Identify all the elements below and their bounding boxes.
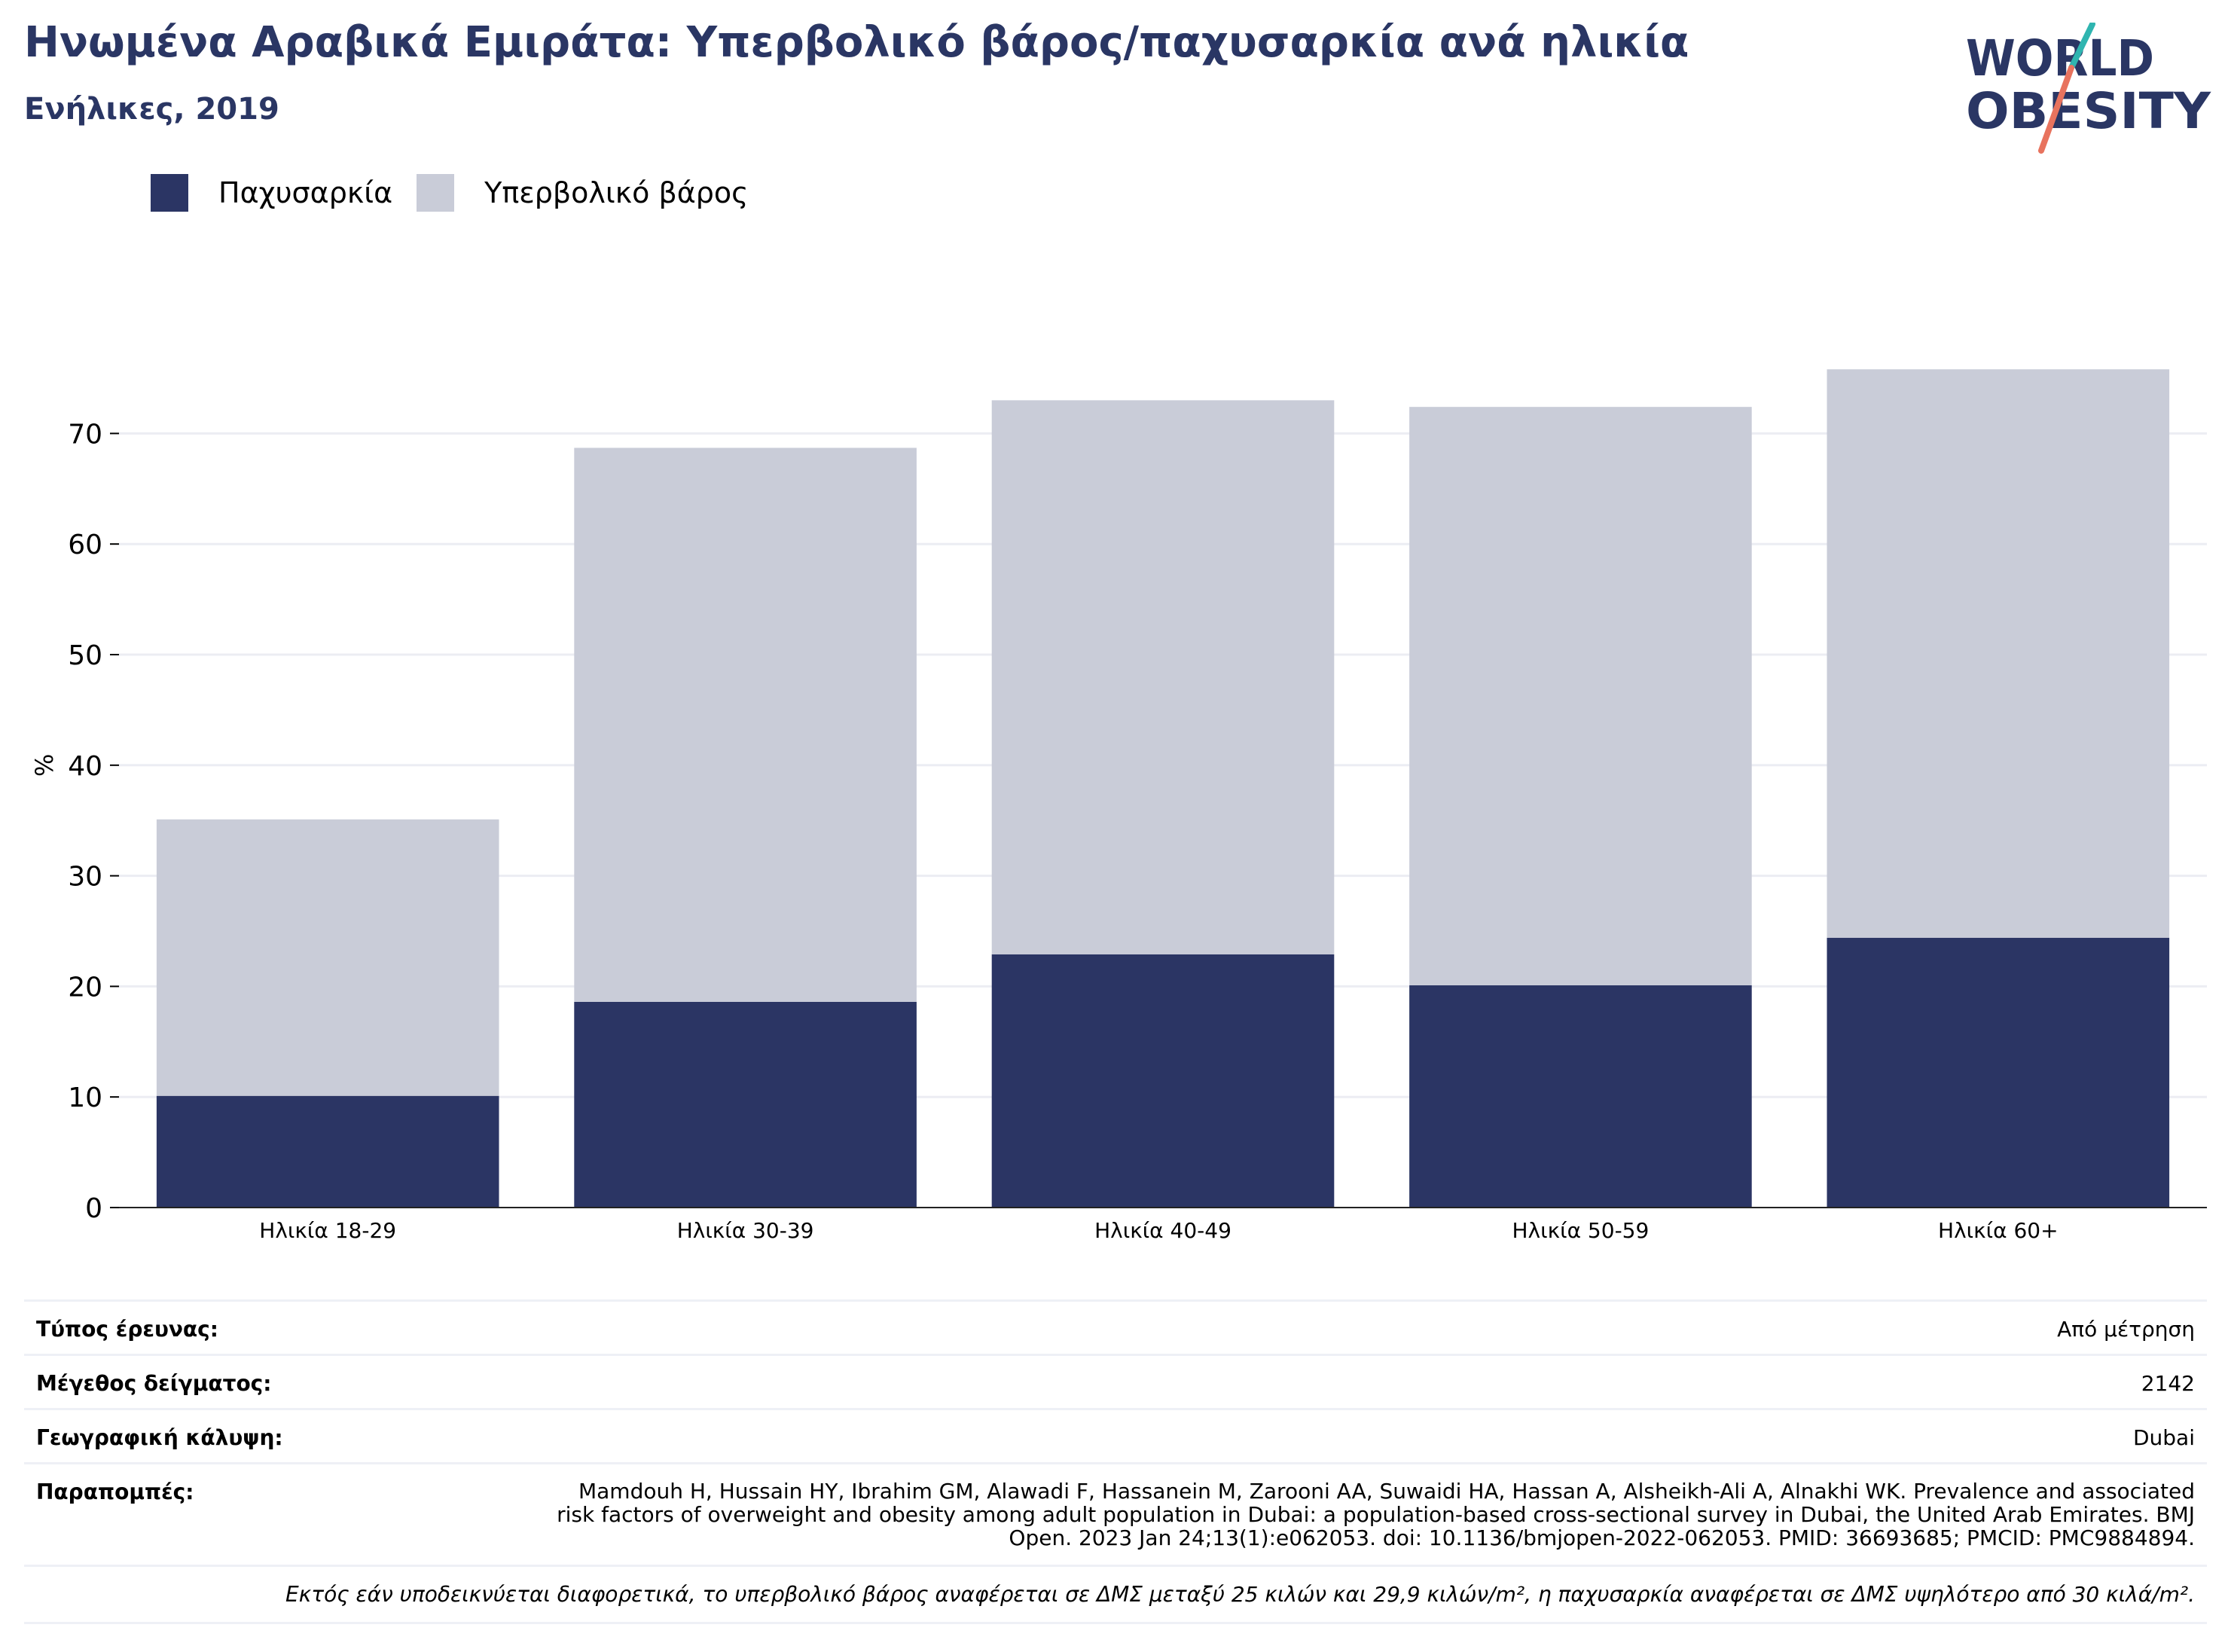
bar-segment-overweight — [574, 447, 917, 1002]
x-tick-label: Ηλικία 50-59 — [1512, 1218, 1650, 1243]
legend-label-overweight: Υπερβολικό βάρος — [484, 176, 749, 209]
chart-legend: Παχυσαρκία Υπερβολικό βάρος — [151, 172, 772, 214]
meta-row-sample-size: Μέγεθος δείγματος: 2142 — [24, 1354, 2207, 1408]
meta-label-references: Παραπομπές: — [36, 1479, 194, 1504]
x-tick-label: Ηλικία 18-29 — [259, 1218, 396, 1243]
meta-label-geo-coverage: Γεωγραφική κάλυψη: — [36, 1425, 283, 1450]
legend-swatch-overweight — [417, 174, 455, 212]
stacked-bar-chart: 0 10 20 30 40 50 60 70% Ηλικία 18-29 Ηλικία 30-39… — [30, 369, 2207, 1243]
y-tick-label: 10 — [68, 1083, 102, 1113]
bar-segment-obesity — [1827, 937, 2170, 1208]
logo-slash-coral — [2038, 65, 2074, 154]
x-tick-label: Ηλικία 30-39 — [677, 1218, 814, 1243]
bar-segment-overweight — [156, 819, 499, 1096]
meta-value-survey-type: Από μέτρηση — [2057, 1317, 2195, 1342]
y-tick-label: 60 — [68, 530, 102, 560]
meta-label-survey-type: Τύπος έρευνας: — [36, 1317, 218, 1342]
legend-label-obesity: Παχυσαρκία — [218, 176, 393, 209]
y-tick-label: 70 — [68, 419, 102, 450]
legend-item-obesity[interactable]: Παχυσαρκία — [151, 174, 392, 212]
logo-word-obesity: OBESITY — [1966, 82, 2211, 140]
logo-word-world: WORLD — [1966, 29, 2154, 87]
logo-slash-teal — [2068, 23, 2095, 71]
meta-value-geo-coverage: Dubai — [2132, 1425, 2195, 1450]
bar-segment-overweight — [1409, 407, 1752, 985]
bar-segment-overweight — [1827, 369, 2170, 938]
bar-segment-obesity — [574, 1001, 917, 1208]
y-tick-label: 20 — [68, 972, 102, 1003]
bmi-definition-note: Εκτός εάν υποδεικνύεται διαφορετικά, το … — [24, 1565, 2207, 1624]
bar-segment-obesity — [156, 1095, 499, 1208]
x-tick-label: Ηλικία 40-49 — [1094, 1218, 1232, 1243]
y-tick-label: 50 — [68, 640, 102, 671]
meta-value-sample-size: 2142 — [2141, 1371, 2195, 1396]
legend-swatch-obesity — [151, 174, 188, 212]
meta-row-geo-coverage: Γεωγραφική κάλυψη: Dubai — [24, 1408, 2207, 1462]
chart-subtitle: Ενήλικες, 2019 — [24, 92, 279, 127]
bar-segment-obesity — [1409, 985, 1752, 1208]
bar-segment-obesity — [991, 954, 1335, 1208]
y-tick-label: 0 — [85, 1193, 102, 1224]
x-tick-label: Ηλικία 60+ — [1938, 1218, 2059, 1243]
world-obesity-logo: WORLD OBESITY — [1966, 23, 2211, 154]
meta-value-references: Mamdouh H, Hussain HY, Ibrahim GM, Alawa… — [557, 1479, 2195, 1550]
meta-label-sample-size: Μέγεθος δείγματος: — [36, 1371, 272, 1396]
y-tick-label: 40 — [68, 751, 102, 782]
meta-row-references: Παραπομπές: Mamdouh H, Hussain HY, Ibrah… — [24, 1462, 2207, 1565]
metadata-table: Τύπος έρευνας: Από μέτρηση Μέγεθος δείγμ… — [24, 1299, 2207, 1624]
y-axis-title: % — [30, 754, 59, 777]
y-tick-label: 30 — [68, 862, 102, 893]
legend-item-overweight[interactable]: Υπερβολικό βάρος — [417, 174, 748, 212]
chart-title: Ηνωμένα Αραβικά Εμιράτα: Υπερβολικό βάρο… — [24, 18, 1689, 67]
meta-row-survey-type: Τύπος έρευνας: Από μέτρηση — [24, 1299, 2207, 1354]
bar-segment-overweight — [991, 400, 1335, 954]
